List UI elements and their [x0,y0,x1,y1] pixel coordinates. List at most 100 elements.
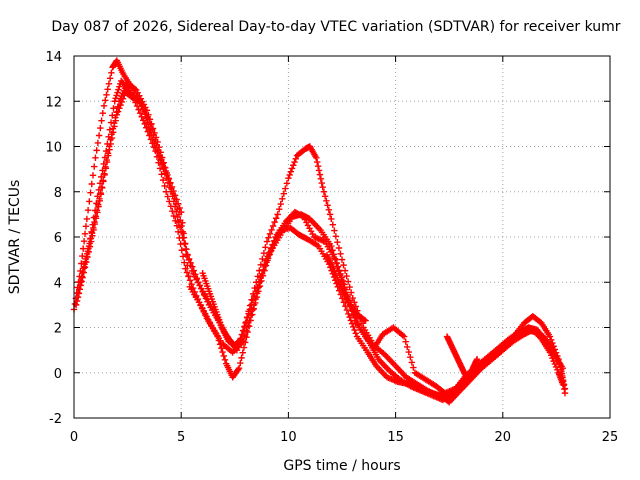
y-tick-label: 14 [45,50,62,65]
data-point [326,211,334,218]
x-tick-label: 15 [387,430,404,445]
y-tick-label: 12 [45,95,62,110]
data-point [116,105,123,112]
data-point [171,192,179,199]
data-point [166,198,173,205]
plot-frame [73,55,611,419]
data-point [108,134,116,142]
data-point [334,238,341,246]
data-point [95,132,103,139]
data-point [552,363,560,371]
data-point [101,171,108,179]
data-point [96,197,103,204]
data-point [250,301,258,309]
data-point [283,180,291,187]
data-point [180,230,187,237]
data-point [182,265,189,272]
data-point [151,136,159,144]
data-point [198,285,205,292]
data-point [174,228,182,236]
data-point [93,147,100,154]
data-point [220,352,227,360]
data-point [183,269,191,276]
data-point [83,253,90,260]
data-point [87,189,94,196]
x-tick-label: 20 [495,430,512,445]
data-point [332,233,340,240]
data-point [167,203,174,210]
data-point [168,183,176,191]
data-point [323,197,330,204]
data-point [78,273,85,281]
data-point [292,155,299,162]
data-point [100,178,107,185]
data-point [316,171,324,178]
data-point [315,167,323,174]
data-point [288,165,296,172]
data-point [74,293,82,301]
data-point [325,206,333,214]
data-point [75,290,83,297]
data-point [407,354,414,361]
data-point [131,85,139,93]
data-point [244,322,252,329]
data-point [268,226,275,234]
data-point [158,171,165,178]
data-point [97,124,104,132]
data-point [173,222,181,229]
data-point [161,163,168,171]
data-point [88,180,95,188]
data-point [173,196,180,203]
data-point [102,97,109,104]
data-point [102,147,110,155]
data-point [400,333,408,340]
y-axis-label: SDTVAR / TECUs [7,180,23,295]
y-tick-label: 0 [54,367,62,382]
data-point [84,206,92,214]
data-point [559,365,567,372]
data-point [244,328,251,336]
data-point [138,113,145,120]
data-point [262,244,269,251]
data-point [234,366,242,373]
data-point [408,359,416,366]
data-point [73,297,81,305]
data-point [114,108,122,115]
y-tick-label: 8 [54,186,62,201]
data-point [405,348,412,356]
data-point [80,263,88,270]
data-point [221,356,229,364]
y-tick-label: -2 [49,412,62,427]
data-point [97,191,105,198]
data-point [362,317,369,324]
data-point [99,167,106,174]
data-point [161,182,168,190]
data-point [158,156,165,163]
data-point [104,140,111,148]
data-point [473,355,481,363]
data-point [103,91,110,98]
data-point [340,261,347,269]
data-point [155,147,162,154]
data-point [136,110,144,117]
data-point [239,349,246,356]
data-point [331,227,338,234]
data-point [92,154,99,162]
data-point [77,279,84,286]
data-point [346,283,353,291]
data-point [149,140,156,147]
data-point [243,327,250,334]
data-point [201,291,208,299]
data-point [98,117,105,124]
data-point [179,219,186,226]
data-point [114,89,121,96]
data-point [266,249,273,256]
data-point [352,330,359,337]
x-axis-label: GPS time / hours [283,458,400,474]
data-point [265,234,272,241]
data-point [110,105,117,112]
data-point [98,173,105,181]
data-point [156,152,163,159]
data-point [238,354,245,362]
